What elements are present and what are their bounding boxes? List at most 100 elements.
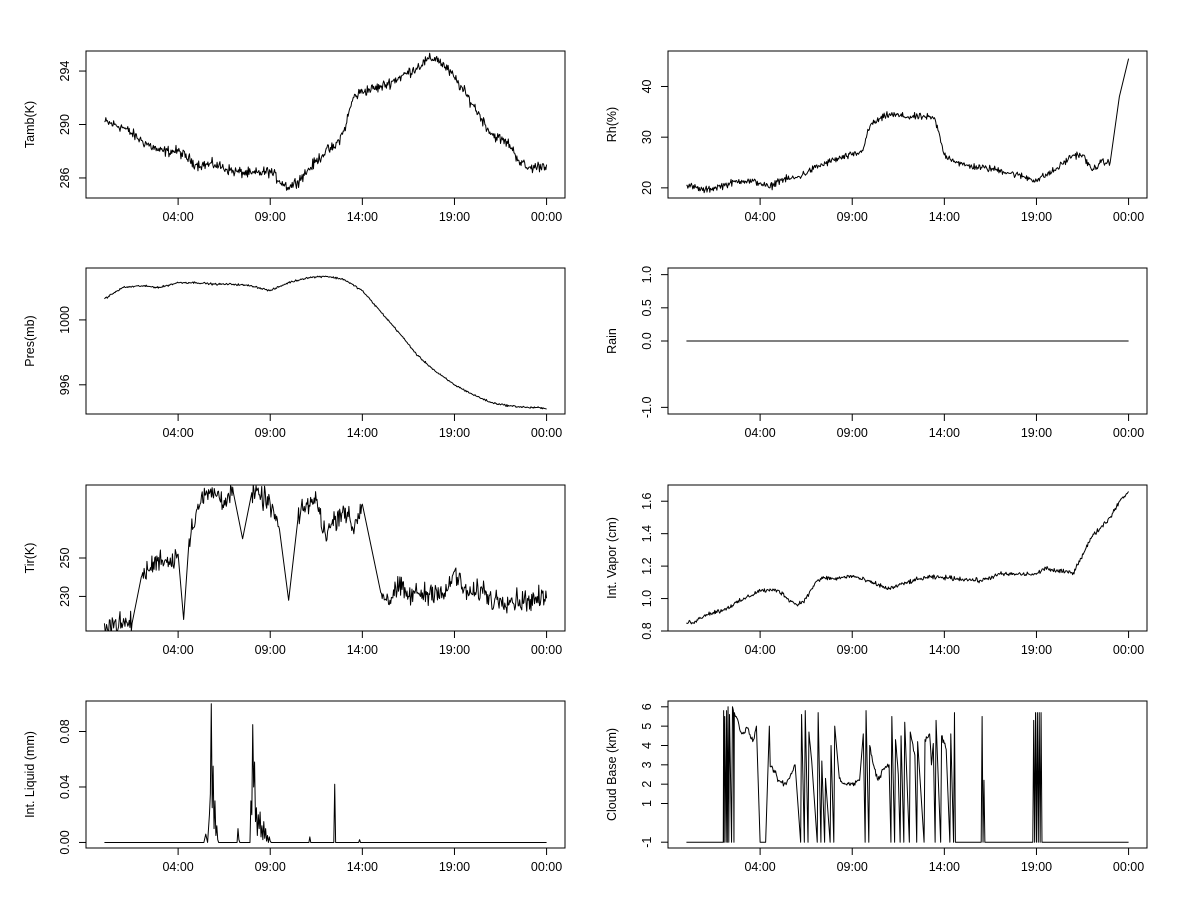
x-tick-label-liquid: 09:00 [255, 860, 286, 874]
x-tick-label-liquid: 14:00 [347, 860, 378, 874]
y-tick-label-tir: 250 [58, 548, 72, 569]
x-tick-label-pres: 00:00 [531, 426, 562, 440]
y-tick-label-pres: 996 [58, 374, 72, 395]
series-line-vapor [686, 491, 1129, 625]
series-line-tamb [104, 52, 548, 191]
y-tick-label-cloudbase: 5 [640, 723, 654, 730]
panel-tir: 04:00 09:00 14:00 19:00 00:00 230 250 Tir(K) [23, 484, 566, 657]
y-tick-label-cloudbase: 6 [640, 703, 654, 710]
panel-cloudbase: 04:00 09:00 14:00 19:00 00:00 -1 1 2 3 4 5 6 Cloud B… [605, 700, 1148, 874]
panel-frame-vapor [667, 484, 1148, 632]
y-tick-label-tamb: 286 [58, 167, 72, 188]
x-tick-label-cloudbase: 00:00 [1113, 860, 1144, 874]
panel-frame-liquid [85, 700, 566, 849]
x-tick-label-pres: 04:00 [162, 426, 193, 440]
x-tick-label-vapor: 00:00 [1113, 643, 1144, 657]
x-tick-label-cloudbase: 04:00 [744, 860, 775, 874]
y-axis-label-liquid: Int. Liquid (mm) [23, 731, 37, 818]
y-tick-label-tamb: 294 [58, 61, 72, 82]
y-tick-label-tamb: 290 [58, 114, 72, 135]
y-tick-label-cloudbase: -1 [640, 837, 654, 848]
y-tick-label-pres: 1000 [58, 306, 72, 334]
y-tick-label-rain: 1.0 [640, 266, 654, 283]
y-tick-label-rain: 0.5 [640, 299, 654, 316]
panel-vapor: 04:00 09:00 14:00 19:00 00:00 0.8 1.0 1.2 1.4 1.6… [605, 484, 1148, 657]
y-axis-label-cloudbase: Cloud Base (km) [605, 728, 619, 821]
x-tick-label-rain: 00:00 [1113, 426, 1144, 440]
panel-tamb: 04:00 09:00 14:00 19:00 00:00 286 290 294 Tamb(K… [23, 50, 566, 224]
x-tick-label-cloudbase: 19:00 [1021, 860, 1052, 874]
x-tick-label-cloudbase: 09:00 [837, 860, 868, 874]
x-tick-label-rh: 19:00 [1021, 210, 1052, 224]
x-tick-label-rh: 14:00 [929, 210, 960, 224]
x-tick-label-tir: 14:00 [347, 643, 378, 657]
y-tick-label-rain: -1.0 [640, 397, 654, 419]
panel-pres: 04:00 09:00 14:00 19:00 00:00 996 1000 Pres(mb) [23, 267, 566, 440]
x-tick-label-liquid: 04:00 [162, 860, 193, 874]
y-tick-label-liquid: 0.08 [58, 719, 72, 743]
x-tick-label-vapor: 19:00 [1021, 643, 1052, 657]
x-tick-label-tir: 09:00 [255, 643, 286, 657]
y-tick-label-rh: 30 [640, 130, 654, 144]
x-tick-label-vapor: 14:00 [929, 643, 960, 657]
y-tick-label-liquid: 0.04 [58, 775, 72, 799]
y-axis-label-tamb: Tamb(K) [23, 101, 37, 148]
x-tick-label-cloudbase: 14:00 [929, 860, 960, 874]
panel-rain: 04:00 09:00 14:00 19:00 00:00 -1.0 0.0 0.5 1.0 Ra… [605, 266, 1148, 440]
x-tick-label-pres: 14:00 [347, 426, 378, 440]
y-axis-label-pres: Pres(mb) [23, 315, 37, 366]
series-line-rh [686, 58, 1130, 194]
y-tick-label-tir: 230 [58, 586, 72, 607]
x-tick-label-tamb: 00:00 [531, 210, 562, 224]
x-tick-label-pres: 19:00 [439, 426, 470, 440]
y-tick-label-vapor: 1.2 [640, 557, 654, 574]
x-tick-label-rain: 19:00 [1021, 426, 1052, 440]
panel-rh: 04:00 09:00 14:00 19:00 00:00 20 30 40 Rh(%) [605, 50, 1148, 224]
panel-frame-tamb [85, 50, 566, 199]
x-tick-label-tamb: 19:00 [439, 210, 470, 224]
x-tick-label-rain: 09:00 [837, 426, 868, 440]
x-tick-label-pres: 09:00 [255, 426, 286, 440]
panel-frame-cloudbase [667, 700, 1148, 849]
series-line-pres [104, 275, 547, 410]
x-tick-label-tamb: 04:00 [162, 210, 193, 224]
y-tick-label-cloudbase: 2 [640, 781, 654, 788]
y-tick-label-cloudbase: 1 [640, 800, 654, 807]
panel-liquid: 04:00 09:00 14:00 19:00 00:00 0.00 0.04 0.08 Int… [23, 700, 566, 874]
x-tick-label-vapor: 04:00 [744, 643, 775, 657]
y-tick-label-vapor: 1.4 [640, 525, 654, 542]
y-axis-label-rh: Rh(%) [605, 107, 619, 142]
x-tick-label-tamb: 09:00 [255, 210, 286, 224]
y-axis-label-tir: Tir(K) [23, 543, 37, 574]
x-tick-label-liquid: 19:00 [439, 860, 470, 874]
y-axis-label-vapor: Int. Vapor (cm) [605, 517, 619, 599]
series-line-liquid [104, 703, 547, 843]
y-axis-label-rain: Rain [605, 328, 619, 354]
y-tick-label-cloudbase: 3 [640, 761, 654, 768]
x-tick-label-tamb: 14:00 [347, 210, 378, 224]
x-tick-label-vapor: 09:00 [837, 643, 868, 657]
series-line-cloudbase [686, 706, 1129, 843]
y-tick-label-rh: 20 [640, 181, 654, 195]
x-tick-label-rain: 14:00 [929, 426, 960, 440]
panel-frame-pres [85, 267, 566, 415]
x-tick-label-rh: 04:00 [744, 210, 775, 224]
x-tick-label-tir: 19:00 [439, 643, 470, 657]
series-line-tir [103, 484, 548, 632]
y-tick-label-vapor: 0.8 [640, 622, 654, 639]
y-tick-label-rain: 0.0 [640, 332, 654, 349]
x-tick-label-rh: 00:00 [1113, 210, 1144, 224]
x-tick-label-rh: 09:00 [837, 210, 868, 224]
y-tick-label-vapor: 1.0 [640, 590, 654, 607]
y-tick-label-vapor: 1.6 [640, 492, 654, 509]
y-tick-label-rh: 40 [640, 79, 654, 93]
x-tick-label-liquid: 00:00 [531, 860, 562, 874]
x-tick-label-tir: 04:00 [162, 643, 193, 657]
y-tick-label-liquid: 0.00 [58, 830, 72, 854]
x-tick-label-rain: 04:00 [744, 426, 775, 440]
panel-frame-rh [667, 50, 1148, 199]
y-tick-label-cloudbase: 4 [640, 742, 654, 749]
x-tick-label-tir: 00:00 [531, 643, 562, 657]
